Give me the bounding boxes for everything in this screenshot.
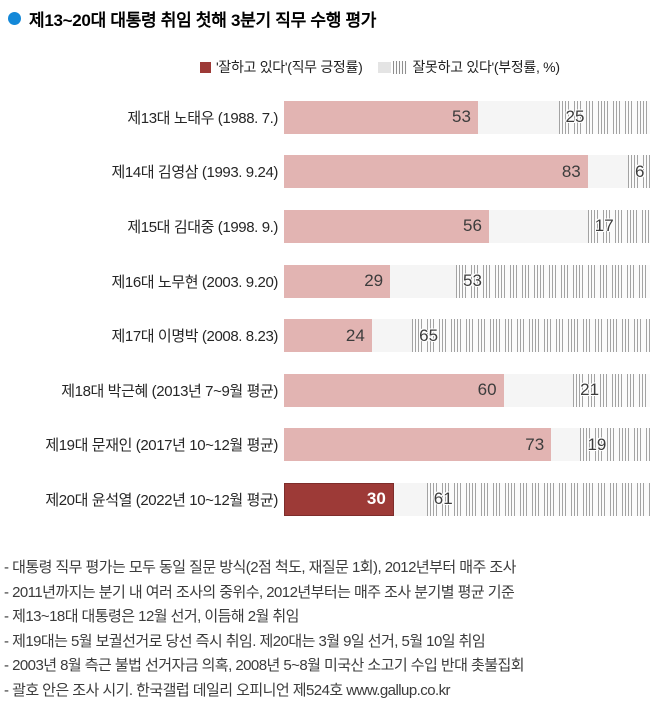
approve-bar: 83 [284,155,588,189]
approve-value: 73 [525,434,545,454]
row-label: 제14대 김영삼 (1993. 9.24) [111,164,278,182]
disapprove-bar [412,319,650,353]
disapprove-bar [558,100,650,134]
approve-bar: 24 [284,319,372,353]
bullet-icon [8,12,21,25]
disapprove-value: 61 [433,489,453,509]
positive-swatch-icon [200,61,211,73]
chart-row: 제15대 김대중 (1998. 9.) 56 17 [0,199,650,254]
approve-bar: 56 [284,209,489,243]
disapprove-value: 21 [580,380,600,400]
chart-title-text: 제13~20대 대통령 취임 첫해 3분기 직무 수행 평가 [29,11,377,30]
approve-value: 83 [561,161,581,181]
footnote-line: - 제19대는 5월 보궐선거로 당선 즉시 취임. 제20대는 3월 9일 선… [4,632,486,650]
approve-bar: 30 [284,482,394,516]
disapprove-bar [426,482,650,516]
approve-value: 60 [477,380,497,400]
chart-row: 제16대 노무현 (2003. 9.20) 29 53 [0,254,650,309]
bar-track: 60 21 [284,373,650,407]
disapprove-bar [628,155,650,189]
chart-row: 제13대 노태우 (1988. 7.) 53 25 [0,90,650,145]
disapprove-value: 25 [565,107,585,127]
disapprove-value: 65 [419,325,439,345]
row-label: 제16대 노무현 (2003. 9.20) [111,273,278,291]
legend-item-positive: '잘하고 있다'(직무 긍정률) [200,57,363,77]
disapprove-bar [573,373,650,407]
approve-value: 30 [366,489,386,509]
disapprove-value: 19 [587,434,607,454]
bar-track: 53 25 [284,100,650,134]
disapprove-value: 6 [635,161,645,181]
row-label: 제19대 문재인 (2017년 10~12월 평균) [45,437,278,455]
chart-row: 제19대 문재인 (2017년 10~12월 평균) 73 19 [0,418,650,473]
approve-value: 56 [463,216,482,236]
footnote-line: - 2003년 8월 측근 불법 선거자금 의혹, 2008년 5~8월 미국산… [4,657,525,675]
footnotes: - 대통령 직무 평가는 모두 동일 질문 방식(2점 척도, 재질문 1회),… [4,556,648,704]
bar-track: 30 61 [284,482,650,516]
row-label: 제13대 노태우 (1988. 7.) [127,109,278,127]
negative-swatch-icon [378,60,408,74]
disapprove-bar [580,428,650,462]
bar-track: 29 53 [284,264,650,298]
row-label: 제17대 이명박 (2008. 8.23) [111,328,278,346]
chart-row: 제17대 이명박 (2008. 8.23) 24 65 [0,308,650,363]
footnote-line: - 대통령 직무 평가는 모두 동일 질문 방식(2점 척도, 재질문 1회),… [4,559,516,576]
legend-positive-label: '잘하고 있다'(직무 긍정률) [216,59,363,75]
row-label: 제15대 김대중 (1998. 9.) [127,218,278,236]
disapprove-bar [456,264,650,298]
bar-track: 56 17 [284,209,650,243]
approve-bar: 60 [284,373,504,407]
legend-item-negative: 잘못하고 있다'(부정률, %) [378,57,560,77]
approve-value: 53 [452,107,471,127]
footnote-line: - 제13~18대 대통령은 12월 선거, 이듬해 2월 취임 [4,608,299,626]
footnote-line: - 괄호 안은 조사 시기. 한국갤럽 데일리 오피니언 제524호 www.g… [4,681,451,699]
bar-track: 83 6 [284,155,650,189]
footnote-line: - 2011년까지는 분기 내 여러 조사의 중위수, 2012년부터는 매주 … [4,583,515,601]
legend-negative-label: 잘못하고 있다'(부정률, %) [412,59,560,75]
bar-track: 24 65 [284,319,650,353]
legend: '잘하고 있다'(직무 긍정률) 잘못하고 있다'(부정률, %) [200,57,560,77]
approve-bar: 29 [284,264,391,298]
approve-value: 29 [364,271,384,291]
chart-row: 제14대 김영삼 (1993. 9.24) 83 6 [0,145,650,200]
chart-row: 제20대 윤석열 (2022년 10~12월 평균) 30 61 [0,472,650,527]
bar-chart: 제13대 노태우 (1988. 7.) 53 25 제14대 김영삼 (1993. 9… [0,90,650,527]
bar-track: 73 19 [284,428,650,462]
chart-title: 제13~20대 대통령 취임 첫해 3분기 직무 수행 평가 [8,6,376,31]
approve-bar: 73 [284,428,552,462]
row-label: 제18대 박근혜 (2013년 7~9월 평균) [61,382,278,400]
disapprove-value: 17 [594,216,614,236]
disapprove-value: 53 [463,271,482,291]
disapprove-bar [587,209,650,243]
chart-row: 제18대 박근혜 (2013년 7~9월 평균) 60 21 [0,363,650,418]
row-label: 제20대 윤석열 (2022년 10~12월 평균) [45,491,278,509]
approve-value: 24 [345,325,365,345]
approve-bar: 53 [284,100,478,134]
